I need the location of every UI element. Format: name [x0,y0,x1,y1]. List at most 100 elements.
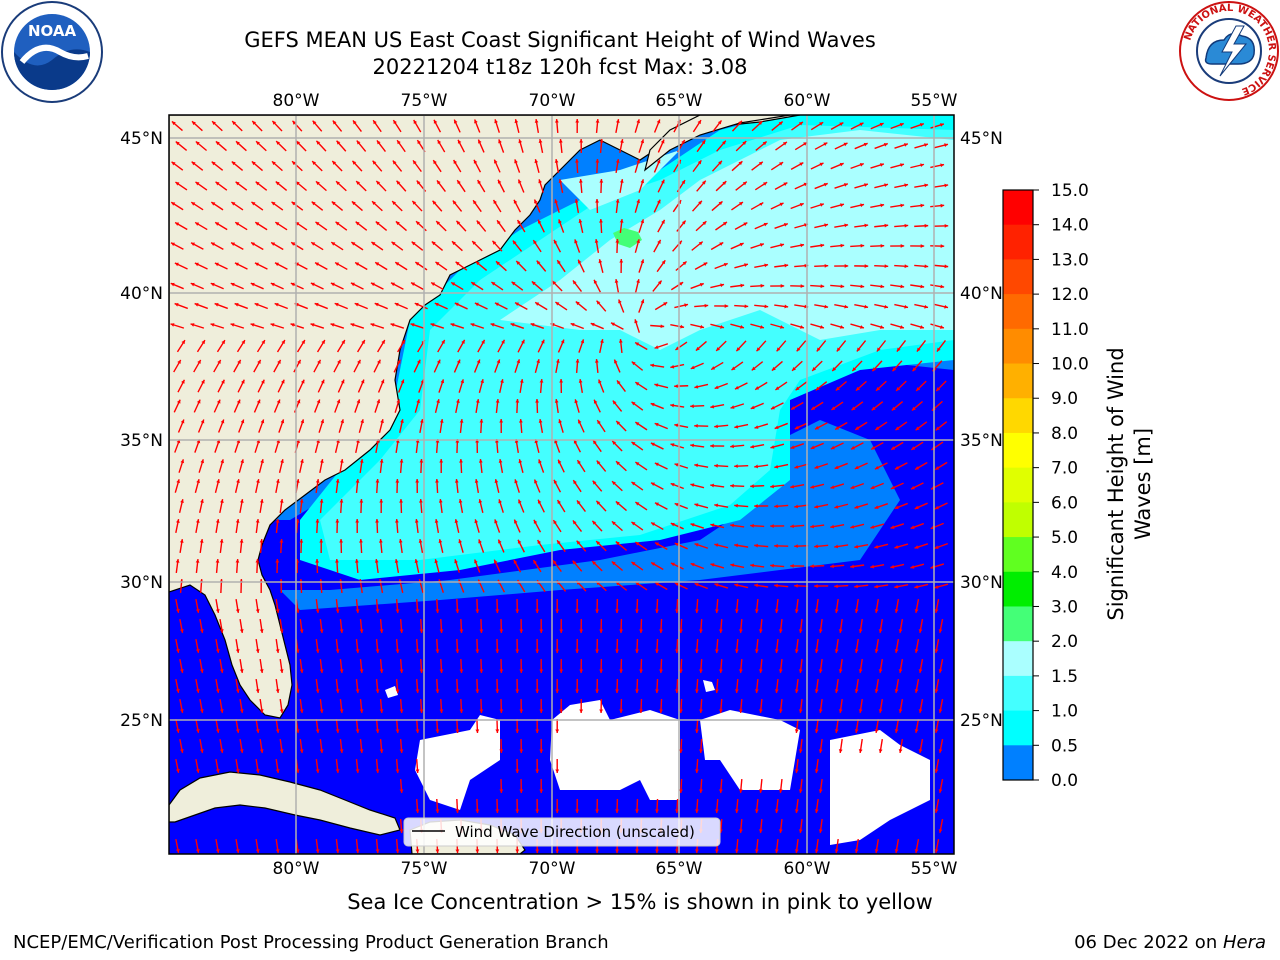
wind-wave-arrow [710,483,725,488]
wind-wave-arrow [394,261,408,271]
wind-wave-arrow [458,539,464,553]
wind-wave-arrow [776,340,787,352]
wind-wave-arrow [474,302,488,310]
wind-wave-arrow [556,499,566,513]
wind-wave-arrow [396,180,407,192]
wind-wave-arrow [191,120,203,132]
wind-wave-arrow [371,200,383,212]
wind-wave-arrow [170,282,184,290]
wind-wave-arrow [335,678,340,694]
wind-wave-arrow [794,758,799,774]
wind-wave-arrow [552,519,562,533]
wind-wave-arrow [674,384,689,389]
wind-wave-arrow [497,339,506,353]
wind-wave-arrow [694,463,709,468]
wind-wave-arrow [317,379,325,393]
colorbar-segment [1003,363,1033,399]
wind-wave-arrow [278,419,285,433]
wind-wave-arrow [235,558,240,574]
wind-wave-arrow [335,221,348,231]
wind-wave-arrow [315,180,327,192]
wind-wave-arrow [674,423,689,429]
wind-wave-arrow [730,444,745,449]
wind-wave-arrow [694,423,709,428]
wind-wave-arrow [311,160,323,172]
wind-wave-arrow [818,618,823,634]
wind-wave-arrow [934,838,940,854]
wind-wave-arrow [517,499,525,513]
wind-wave-arrow [654,422,668,430]
wind-wave-arrow [634,119,641,133]
wind-wave-arrow [870,564,885,569]
wind-wave-arrow [615,158,620,174]
wind-wave-arrow [850,243,865,248]
wind-wave-arrow [276,339,286,353]
wind-wave-arrow [690,562,704,570]
wind-wave-arrow [774,223,789,229]
wind-wave-arrow [394,558,400,574]
wind-wave-arrow [411,241,424,251]
wind-wave-arrow [830,564,845,569]
wind-wave-arrow [432,159,442,173]
wind-wave-arrow [555,638,560,654]
wind-wave-arrow [670,443,685,449]
wind-wave-arrow [233,359,242,373]
wind-wave-arrow [694,383,709,389]
wind-wave-arrow [715,180,727,192]
wind-wave-arrow [255,181,268,191]
wind-wave-arrow [392,119,402,133]
colorbar-tick-label: 12.0 [1051,285,1089,305]
wind-wave-arrow [810,284,825,289]
wind-wave-arrow [375,478,380,494]
wind-wave-arrow [615,598,620,614]
wind-wave-arrow [395,758,400,774]
wind-wave-arrow [279,698,284,714]
wind-wave-arrow [834,462,848,470]
wind-wave-arrow [270,241,284,251]
wind-wave-arrow [894,303,909,309]
wind-wave-arrow [818,738,823,754]
wind-wave-arrow [514,119,520,133]
wind-wave-arrow [259,738,264,754]
wind-wave-arrow [595,500,607,512]
colorbar-tick-label: 11.0 [1051,320,1089,340]
wind-wave-arrow [770,563,785,568]
colorbar-segment [1003,398,1033,434]
colorbar-segment [1003,224,1033,260]
wind-wave-arrow [554,398,559,414]
wind-wave-arrow [894,678,900,694]
wind-wave-arrow [235,838,240,854]
wind-wave-arrow [315,558,320,574]
wind-wave-arrow [315,638,320,654]
wind-wave-arrow [756,340,767,352]
wind-wave-arrow [750,283,765,288]
wind-wave-arrow [814,263,829,268]
wind-wave-arrow [355,518,360,534]
wind-wave-arrow [174,302,189,310]
wind-wave-arrow [615,198,620,214]
wind-wave-arrow [655,798,659,814]
wind-wave-arrow [454,559,461,573]
wind-wave-arrow [179,658,184,674]
wind-wave-arrow [934,143,949,149]
wind-wave-arrow [438,498,443,514]
wind-wave-arrow [599,138,604,154]
wind-wave-arrow [653,199,661,213]
wind-wave-arrow [478,539,485,553]
wind-wave-arrow [938,778,944,794]
wind-wave-arrow [330,282,344,290]
wind-wave-arrow [395,438,400,454]
wind-wave-arrow [314,262,328,270]
wind-wave-arrow [934,583,949,589]
wind-wave-arrow [615,638,620,654]
wind-wave-arrow [399,738,404,754]
wind-wave-arrow [814,503,829,509]
wind-wave-arrow [457,339,466,353]
wind-wave-arrow [699,618,703,634]
wind-wave-arrow [871,360,883,372]
wind-wave-arrow [790,564,805,568]
latitude-label: 25°N [960,711,1003,731]
wind-wave-arrow [179,538,184,554]
wind-wave-arrow [798,618,803,634]
wind-wave-arrow [854,638,859,654]
